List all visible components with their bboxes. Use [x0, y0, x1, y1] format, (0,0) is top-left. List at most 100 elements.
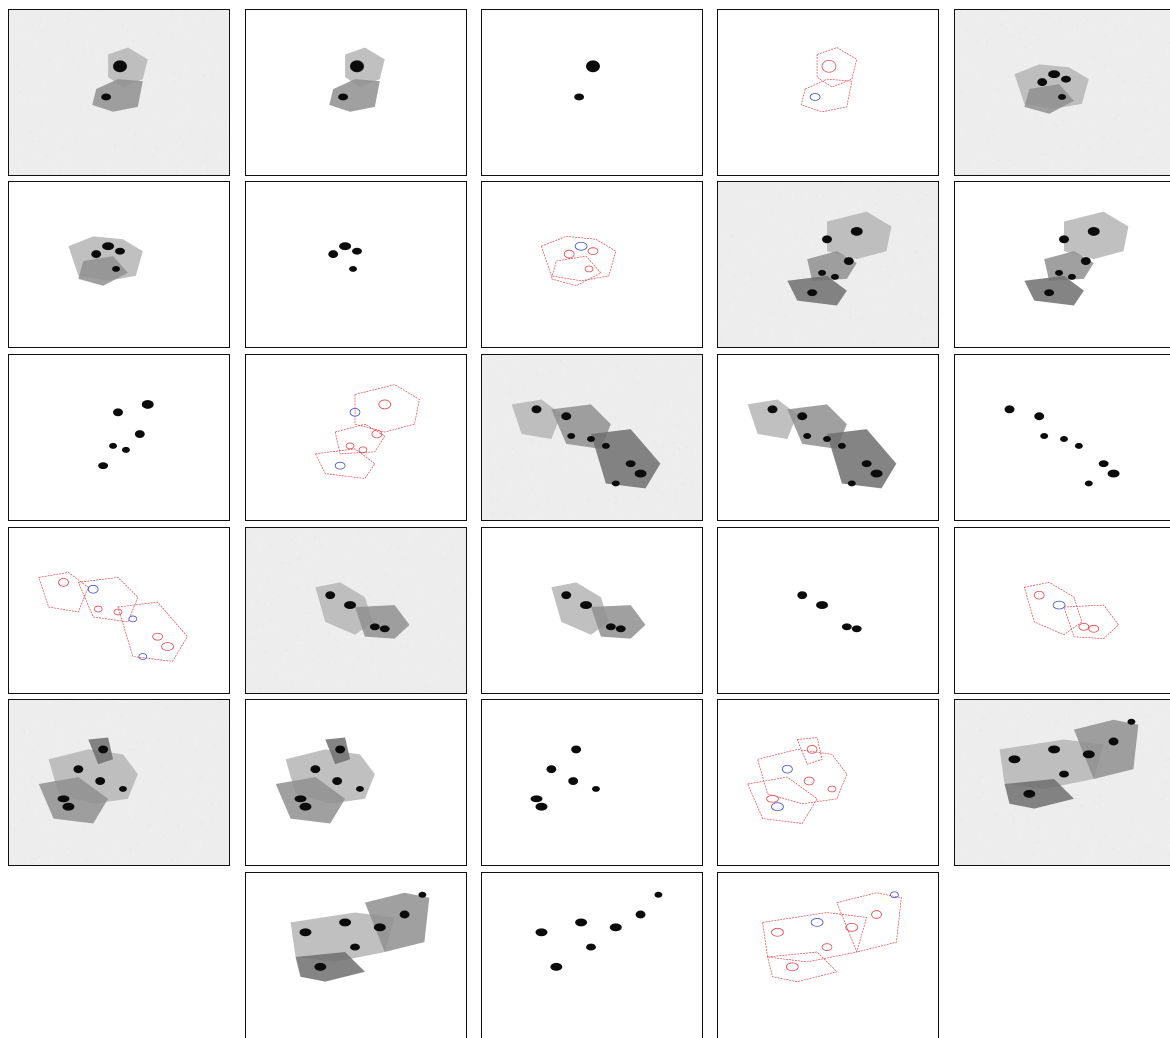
tile-cytoplasm — [481, 527, 703, 694]
nucleus-contour — [563, 249, 575, 259]
nucleus — [823, 436, 831, 442]
tile-cytoplasm — [245, 699, 467, 866]
nucleus-contour — [810, 918, 824, 927]
nucleus — [1060, 436, 1068, 442]
nucleus-contour — [345, 442, 355, 450]
nucleus-contour — [113, 608, 123, 616]
tile-cytoplasm — [245, 9, 467, 176]
tile-original — [717, 181, 939, 348]
cell-contour — [334, 423, 386, 455]
nucleus — [837, 442, 846, 449]
nucleus-contour — [771, 802, 784, 812]
tile-contour-overlay — [8, 527, 230, 694]
nucleus-contour — [809, 93, 821, 101]
nucleus — [816, 601, 828, 610]
nucleus — [294, 795, 307, 803]
nucleus — [550, 962, 563, 971]
nucleus-contour — [152, 632, 163, 641]
nucleus-contour — [161, 642, 174, 651]
nucleus-contour — [128, 615, 138, 623]
nucleus — [379, 625, 390, 633]
nucleus — [634, 469, 647, 478]
nucleus — [851, 625, 862, 633]
nucleus-contour — [785, 962, 799, 972]
tile-image — [246, 700, 466, 865]
nucleus — [807, 289, 818, 297]
cell-body — [92, 79, 143, 112]
nucleus — [1127, 718, 1136, 725]
tile-image — [246, 355, 466, 520]
nucleus — [115, 247, 125, 255]
nucleus — [1044, 289, 1055, 297]
tile-original — [8, 9, 230, 176]
nucleus — [310, 765, 321, 774]
tile-original — [245, 527, 467, 694]
tile-image — [955, 700, 1170, 865]
nucleus — [1034, 412, 1045, 421]
nucleus — [861, 460, 872, 468]
noise-texture — [10, 10, 229, 175]
cell-body — [78, 256, 128, 286]
nucleus — [1059, 770, 1069, 778]
nucleus — [91, 250, 102, 259]
nucleus — [654, 891, 663, 898]
cell-body — [591, 605, 646, 639]
nucleus — [121, 446, 130, 453]
nucleus — [399, 910, 410, 919]
tile-original — [8, 699, 230, 866]
noise-texture — [246, 528, 466, 693]
nucleus — [567, 433, 576, 439]
nucleus — [101, 93, 112, 101]
nucleus — [95, 777, 106, 785]
nucleus — [575, 918, 588, 927]
tile-nucleus-mask — [481, 699, 703, 866]
nucleus — [338, 93, 349, 101]
tile-image — [9, 700, 229, 865]
nucleus-contour — [334, 461, 346, 470]
cell-body — [1004, 779, 1074, 809]
nucleus-contour — [1033, 590, 1045, 600]
nucleus-contour — [138, 653, 148, 660]
nucleus — [350, 943, 360, 951]
nucleus — [1061, 75, 1071, 83]
nucleus-contour — [827, 785, 837, 793]
tile-nucleus-mask — [481, 9, 703, 176]
cell-contour — [747, 776, 818, 824]
cell-contour — [757, 749, 848, 805]
nucleus — [574, 93, 585, 101]
nucleus — [535, 928, 548, 937]
nucleus — [325, 591, 336, 600]
tile-contour-overlay — [717, 699, 939, 866]
nucleus-contour — [821, 943, 833, 951]
nucleus — [141, 399, 154, 409]
tile-image — [482, 182, 702, 347]
nucleus-contour — [87, 584, 99, 594]
nucleus-contour — [1088, 624, 1100, 633]
nucleus — [369, 623, 380, 631]
nucleus — [350, 60, 364, 73]
tile-contour-overlay — [954, 527, 1170, 694]
nucleus — [373, 923, 386, 932]
nucleus — [332, 777, 343, 785]
tile-contour-overlay — [717, 9, 939, 176]
tile-original — [954, 699, 1170, 866]
nucleus — [1058, 93, 1066, 100]
nucleus-contour — [58, 577, 69, 587]
cell-contour — [1023, 581, 1083, 636]
nucleus — [339, 242, 352, 251]
nucleus-contour — [806, 745, 818, 754]
nucleus — [605, 623, 616, 631]
tile-image — [482, 873, 702, 1038]
nucleus — [112, 265, 120, 272]
nucleus — [339, 918, 352, 927]
nucleus — [119, 785, 127, 792]
tile-cytoplasm — [8, 181, 230, 348]
cell-body — [295, 952, 365, 982]
tile-image — [482, 528, 702, 693]
tile-cytoplasm — [954, 181, 1170, 348]
cell-contour — [800, 78, 853, 113]
cell-body — [999, 739, 1104, 789]
nucleus — [1040, 433, 1049, 439]
nucleus-contour — [358, 446, 368, 454]
nucleus — [62, 802, 75, 811]
